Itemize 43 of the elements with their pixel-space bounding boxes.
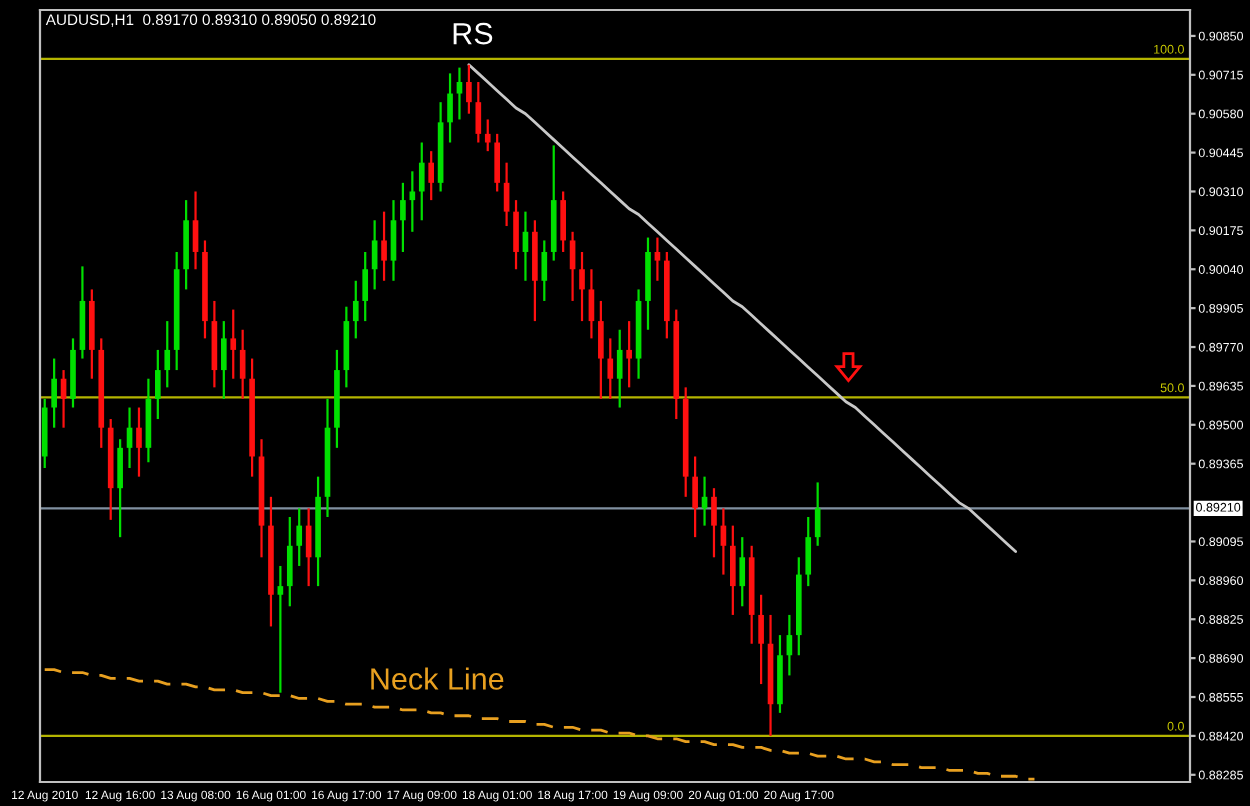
candlestick [277, 564, 284, 694]
candlestick [155, 348, 161, 421]
candlestick [381, 210, 387, 282]
candlestick [654, 236, 661, 282]
candlestick [230, 308, 237, 380]
candlestick [475, 80, 482, 144]
candlestick [484, 118, 491, 153]
candlestick [117, 438, 123, 539]
candlestick [418, 141, 425, 222]
candlestick [447, 72, 453, 144]
candlestick [560, 190, 566, 254]
candlestick [428, 150, 435, 202]
candlestick [616, 328, 623, 409]
candlestick [513, 199, 519, 271]
candlestick [494, 132, 500, 193]
annotation: RS [453, 22, 493, 45]
candlestick [730, 524, 736, 617]
candlestick [579, 250, 585, 323]
candlestick [296, 507, 303, 568]
candlestick [409, 170, 416, 233]
candlestick [456, 66, 463, 121]
candlestick [286, 515, 293, 608]
candlestick [692, 455, 698, 539]
line-series [467, 63, 1017, 553]
candlestick [362, 250, 369, 323]
candlestick [711, 487, 717, 559]
candlestick [607, 337, 614, 400]
candlestick [541, 239, 548, 303]
candlestick [739, 536, 746, 608]
candlestick [136, 406, 142, 478]
candlestick [400, 181, 406, 254]
annotation: Neck Line [371, 667, 504, 690]
candlestick [390, 199, 397, 282]
candlestick [805, 515, 812, 588]
candlestick [626, 319, 632, 389]
candlestick [466, 63, 472, 115]
candlestick [164, 319, 171, 389]
candlestick [220, 319, 227, 400]
candlestick [598, 299, 604, 400]
line-series [43, 668, 1036, 781]
candlestick [51, 357, 57, 429]
candlestick [758, 593, 764, 686]
candlestick [352, 279, 359, 340]
